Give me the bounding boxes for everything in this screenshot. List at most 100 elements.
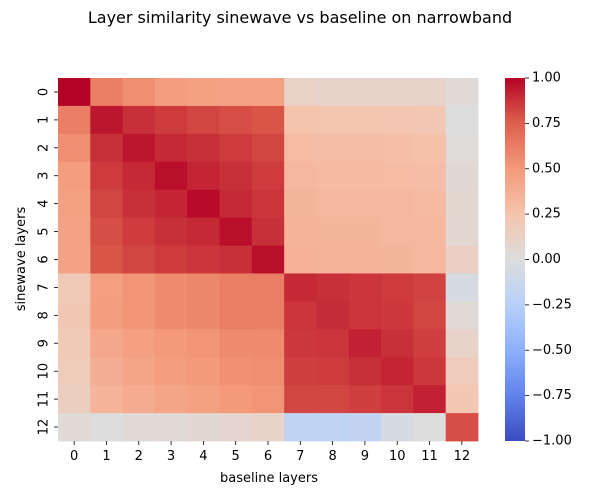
heatmap-cell — [219, 217, 253, 246]
heatmap-cell — [187, 413, 220, 442]
heatmap-cell — [316, 78, 350, 107]
heatmap-cell — [413, 105, 447, 135]
heatmap-cell — [251, 273, 285, 302]
x-tick-label: 0 — [70, 449, 78, 464]
heatmap-cell — [219, 329, 253, 358]
heatmap-cell — [381, 245, 414, 274]
heatmap-cell — [90, 161, 124, 191]
heatmap-cell — [445, 413, 479, 442]
heatmap-cell — [187, 357, 220, 386]
y-tick-label: 4 — [37, 200, 52, 208]
heatmap-cell — [348, 385, 382, 414]
x-axis-label: baseline layers — [220, 471, 318, 486]
heatmap-cell — [58, 385, 91, 414]
heatmap-cell — [219, 301, 253, 330]
heatmap-cell — [251, 413, 285, 442]
heatmap-cell — [348, 78, 382, 107]
heatmap-cell — [413, 273, 447, 302]
heatmap-cell — [284, 189, 317, 219]
heatmap-cell — [348, 273, 382, 302]
heatmap-cell — [154, 329, 188, 358]
heatmap-cell — [90, 273, 124, 302]
heatmap-cell — [413, 133, 447, 163]
heatmap-cell — [348, 301, 382, 330]
heatmap-cell — [58, 161, 91, 191]
heatmap-cell — [122, 301, 156, 330]
heatmap-cell — [445, 161, 479, 191]
colorbar-tick-label: 0.25 — [532, 207, 561, 222]
heatmap-cell — [219, 357, 253, 386]
heatmap-cell — [90, 329, 124, 358]
heatmap-cell — [284, 385, 317, 414]
heatmap-cell — [58, 217, 91, 246]
heatmap-cell — [219, 189, 253, 219]
heatmap-cell — [122, 413, 156, 442]
heatmap-cell — [154, 413, 188, 442]
colorbar-tick-label: 1.00 — [532, 71, 561, 86]
y-tick-label: 10 — [37, 363, 52, 380]
heatmap-cell — [445, 189, 479, 219]
heatmap-cells — [58, 78, 479, 442]
chart-title: Layer similarity sinewave vs baseline on… — [88, 8, 512, 27]
colorbar-tick-label: 0.00 — [532, 252, 561, 267]
heatmap-cell — [219, 385, 253, 414]
heatmap-cell — [445, 385, 479, 414]
heatmap-cell — [58, 245, 91, 274]
colorbar-gradient — [505, 78, 525, 441]
x-tick-label: 10 — [389, 449, 406, 464]
colorbar-tick-label: −0.50 — [532, 343, 572, 358]
heatmap-cell — [90, 217, 124, 246]
heatmap-cell — [381, 357, 414, 386]
heatmap-cell — [413, 161, 447, 191]
heatmap-cell — [445, 105, 479, 135]
heatmap-cell — [381, 133, 414, 163]
heatmap-cell — [316, 189, 350, 219]
heatmap-cell — [122, 78, 156, 107]
x-tick-label: 3 — [167, 449, 175, 464]
heatmap-cell — [445, 273, 479, 302]
x-tick-label: 6 — [264, 449, 272, 464]
heatmap-cell — [413, 78, 447, 107]
heatmap-cell — [219, 133, 253, 163]
heatmap-cell — [187, 161, 220, 191]
y-tick-label: 11 — [37, 391, 52, 408]
heatmap-cell — [251, 385, 285, 414]
heatmap-cell — [413, 329, 447, 358]
heatmap-cell — [413, 189, 447, 219]
heatmap-cell — [90, 105, 124, 135]
colorbar-tick-label: −0.25 — [532, 297, 572, 312]
heatmap-cell — [348, 329, 382, 358]
heatmap-cell — [284, 105, 317, 135]
heatmap-cell — [284, 301, 317, 330]
heatmap-cell — [219, 78, 253, 107]
heatmap-cell — [187, 245, 220, 274]
heatmap-cell — [348, 161, 382, 191]
heatmap-cell — [284, 413, 317, 442]
heatmap-cell — [348, 105, 382, 135]
heatmap-cell — [219, 273, 253, 302]
heatmap-cell — [251, 133, 285, 163]
heatmap-cell — [413, 385, 447, 414]
y-tick-label: 3 — [37, 172, 52, 180]
heatmap-cell — [187, 189, 220, 219]
heatmap-cell — [316, 105, 350, 135]
heatmap-cell — [251, 78, 285, 107]
colorbar-tick-label: 0.50 — [532, 161, 561, 176]
heatmap-cell — [284, 273, 317, 302]
heatmap-cell — [413, 245, 447, 274]
colorbar-tick-label: 0.75 — [532, 116, 561, 131]
heatmap-cell — [187, 105, 220, 135]
heatmap-cell — [187, 329, 220, 358]
heatmap-cell — [219, 161, 253, 191]
heatmap-cell — [90, 413, 124, 442]
heatmap-cell — [154, 189, 188, 219]
heatmap-cell — [316, 301, 350, 330]
x-tick-label: 2 — [135, 449, 143, 464]
x-tick-label: 12 — [454, 449, 471, 464]
y-tick-label: 1 — [37, 116, 52, 124]
heatmap-cell — [187, 217, 220, 246]
heatmap-cell — [154, 133, 188, 163]
y-tick-label: 7 — [37, 283, 52, 291]
heatmap-cell — [381, 189, 414, 219]
